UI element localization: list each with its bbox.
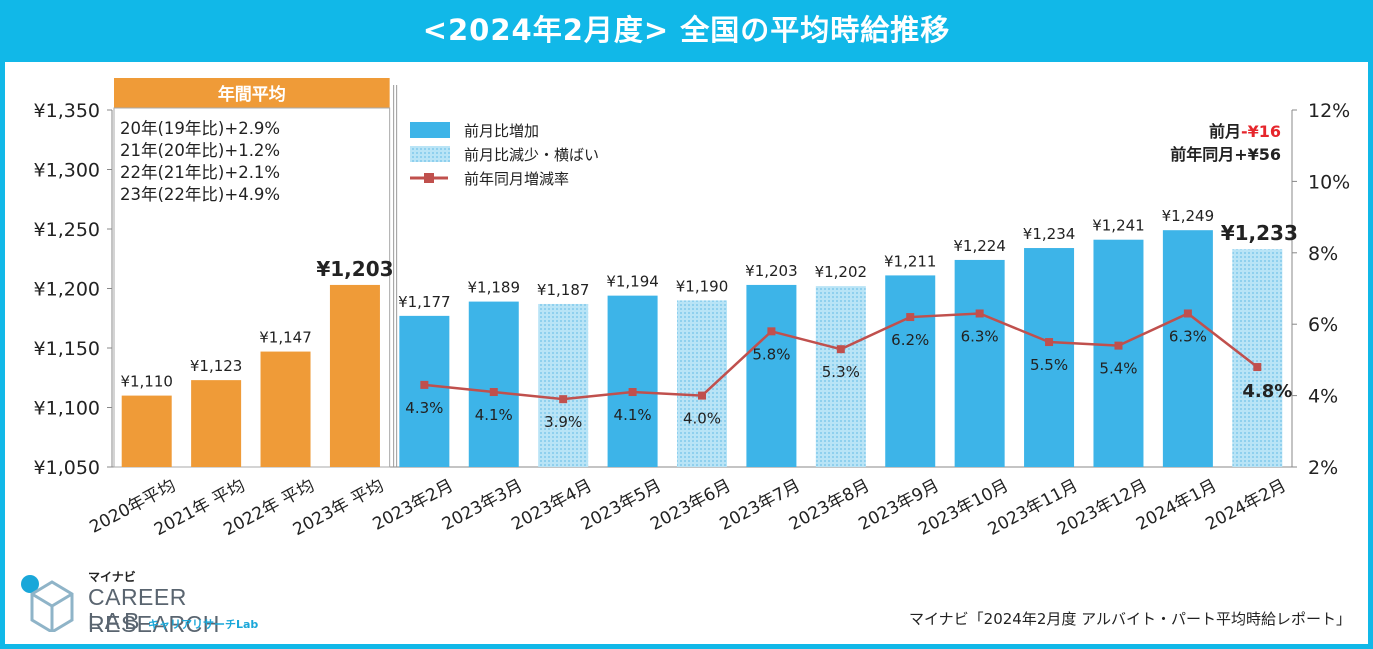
bar-value-label: ¥1,110	[120, 373, 173, 391]
annual-change-line: 23年(22年比)+4.9%	[120, 185, 280, 204]
annual-box-header	[114, 78, 390, 108]
y-left-tick-label: ¥1,100	[34, 398, 100, 420]
bar-increase	[1024, 248, 1075, 467]
bar-value-label: ¥1,224	[953, 237, 1006, 255]
bar-decrease	[538, 303, 589, 467]
yoy-line-marker	[698, 391, 706, 400]
bar-value-label: ¥1,233	[1221, 221, 1298, 245]
y-left-tick-label: ¥1,350	[34, 100, 100, 122]
y-left-tick-label: ¥1,150	[34, 338, 100, 360]
bar-annual	[260, 351, 311, 467]
y-left-tick-label: ¥1,200	[34, 279, 100, 301]
summary-prev-year: 前年同月+¥56	[1170, 145, 1281, 164]
yoy-line-label: 6.2%	[891, 331, 929, 349]
y-right-tick-label: 8%	[1308, 243, 1338, 265]
bar-value-label: ¥1,177	[398, 293, 451, 311]
summary-prev-month-label: 前月	[1209, 122, 1241, 141]
yoy-line-label: 3.9%	[544, 413, 582, 431]
yoy-line-marker	[836, 345, 845, 354]
yoy-line-label: 5.3%	[822, 363, 860, 381]
yoy-line-marker	[420, 380, 429, 389]
yoy-line-marker	[559, 395, 568, 404]
yoy-line-label: 4.0%	[683, 410, 721, 428]
logo-lab-text: LAB	[88, 608, 144, 634]
bar-value-label: ¥1,211	[884, 252, 937, 270]
source-note: マイナビ「2024年2月度 アルバイト・パート平均時給レポート」	[908, 610, 1351, 628]
yoy-line-label: 5.4%	[1099, 360, 1137, 378]
bar-decrease	[1232, 249, 1283, 467]
y-right-tick-label: 12%	[1308, 100, 1350, 122]
y-left-tick-label: ¥1,250	[34, 219, 100, 241]
annual-change-line: 21年(20年比)+1.2%	[120, 141, 280, 160]
yoy-line-label: 6.3%	[961, 327, 999, 345]
chart-title: <2024年2月度> 全国の平均時給推移	[0, 0, 1373, 62]
bar-value-label: ¥1,187	[537, 281, 590, 299]
bar-increase	[885, 275, 936, 467]
yoy-line-label: 4.8%	[1242, 381, 1292, 402]
logo-main-text: CAREER RESEARCH	[88, 584, 220, 637]
yoy-line-label: 5.5%	[1030, 356, 1068, 374]
bar-increase	[1093, 239, 1144, 467]
logo-brand: マイナビ	[88, 570, 136, 584]
y-right-tick-label: 2%	[1308, 457, 1338, 479]
yoy-line-label: 4.3%	[405, 399, 443, 417]
bar-annual	[191, 380, 242, 467]
bar-value-label: ¥1,241	[1092, 217, 1145, 235]
bar-decrease	[677, 300, 727, 467]
yoy-line-marker	[628, 388, 637, 397]
yoy-line-marker	[1183, 309, 1192, 318]
logo-kana-text: キャリアリサーチLab	[148, 618, 259, 631]
bar-value-label: ¥1,203	[316, 257, 393, 281]
yoy-line-marker	[489, 388, 498, 397]
bar-value-label: ¥1,249	[1162, 207, 1215, 225]
summary-prev-month-value: -¥16	[1241, 122, 1281, 141]
yoy-line-marker	[1114, 341, 1123, 350]
bar-annual	[329, 284, 380, 467]
yoy-line-marker	[1253, 363, 1262, 372]
legend-decrease-swatch	[410, 146, 450, 162]
cube-logo-icon	[21, 575, 74, 632]
bar-increase	[399, 315, 450, 467]
bar-value-label: ¥1,147	[259, 329, 312, 347]
bar-value-label: ¥1,189	[468, 279, 521, 297]
summary-prev-month: 前月-¥16	[1209, 122, 1281, 141]
legend-label: 前月比増加	[464, 122, 539, 140]
bar-value-label: ¥1,190	[676, 277, 729, 295]
y-right-tick-label: 10%	[1308, 171, 1350, 193]
bar-value-label: ¥1,123	[190, 357, 243, 375]
legend-increase-swatch	[410, 122, 450, 138]
yoy-line-marker	[975, 309, 984, 318]
legend-label: 前月比減少・横ばい	[464, 146, 599, 164]
annual-change-line: 22年(21年比)+2.1%	[120, 163, 280, 182]
bar-value-label: ¥1,234	[1023, 225, 1076, 243]
y-left-tick-label: ¥1,050	[34, 457, 100, 479]
yoy-line-label: 4.1%	[614, 406, 652, 424]
y-left-tick-label: ¥1,300	[34, 160, 100, 182]
bar-increase	[607, 295, 658, 467]
bar-increase	[1162, 230, 1213, 467]
yoy-line-marker	[767, 327, 776, 336]
y-right-tick-label: 6%	[1308, 314, 1338, 336]
yoy-line-label: 5.8%	[752, 345, 790, 363]
yoy-line-marker	[1045, 338, 1054, 347]
bar-value-label: ¥1,194	[606, 273, 659, 291]
yoy-line-label: 6.3%	[1169, 327, 1207, 345]
legend-line-marker	[424, 173, 434, 183]
yoy-line-label: 4.1%	[475, 406, 513, 424]
yoy-line-marker	[906, 313, 915, 322]
annual-change-line: 20年(19年比)+2.9%	[120, 119, 280, 138]
career-research-lab-logo: マイナビ CAREER RESEARCH LAB キャリアリサーチLab	[18, 566, 318, 638]
bar-annual	[121, 395, 172, 467]
bar-value-label: ¥1,202	[815, 263, 868, 281]
annual-box-border	[113, 107, 391, 468]
bar-value-label: ¥1,203	[745, 262, 798, 280]
annual-box-title: 年間平均	[218, 84, 286, 105]
bar-decrease	[815, 286, 866, 467]
bar-increase	[746, 284, 797, 467]
bar-increase	[954, 259, 1005, 467]
legend-label: 前年同月増減率	[464, 170, 569, 188]
y-right-tick-label: 4%	[1308, 386, 1338, 408]
bar-increase	[468, 301, 519, 467]
